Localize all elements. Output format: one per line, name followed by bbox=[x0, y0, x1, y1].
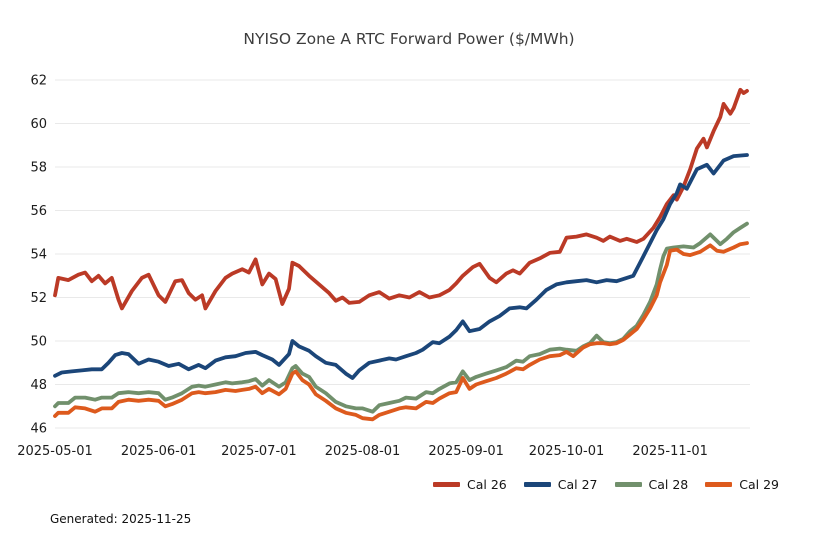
x-tick-label: 2025-08-01 bbox=[325, 444, 401, 459]
x-tick-label: 2025-11-01 bbox=[632, 444, 708, 459]
legend-swatch bbox=[614, 482, 642, 487]
legend-swatch bbox=[433, 482, 460, 487]
legend-swatch bbox=[523, 482, 551, 487]
legend-label: Cal 28 bbox=[648, 477, 689, 492]
series-line-cal-27 bbox=[53, 153, 749, 380]
y-tick-label: 54 bbox=[30, 248, 47, 263]
x-tick-label: 2025-05-01 bbox=[17, 444, 93, 459]
x-tick-label: 2025-10-01 bbox=[529, 444, 605, 459]
y-tick-label: 56 bbox=[30, 204, 47, 219]
series-line-cal-26 bbox=[53, 87, 749, 311]
legend-item-cal-29: Cal 29 bbox=[705, 477, 779, 492]
y-tick-label: 52 bbox=[30, 291, 47, 306]
series-line-cal-28 bbox=[53, 221, 749, 414]
y-tick-label: 58 bbox=[30, 161, 47, 176]
y-tick-label: 62 bbox=[30, 74, 47, 89]
y-tick-label: 46 bbox=[30, 422, 47, 437]
legend-label: Cal 29 bbox=[739, 477, 779, 492]
x-tick-label: 2025-06-01 bbox=[121, 444, 197, 459]
y-tick-label: 48 bbox=[30, 378, 47, 393]
legend-swatch bbox=[705, 482, 733, 487]
legend-item-cal-27: Cal 27 bbox=[523, 477, 598, 492]
chart-title: NYISO Zone A RTC Forward Power ($/MWh) bbox=[243, 30, 575, 48]
legend-label: Cal 27 bbox=[557, 477, 598, 492]
y-tick-label: 60 bbox=[30, 117, 47, 132]
series-line-cal-29 bbox=[53, 241, 749, 422]
generated-date-label: Generated: 2025-11-25 bbox=[50, 512, 192, 526]
legend-label: Cal 26 bbox=[467, 477, 507, 492]
x-tick-label: 2025-07-01 bbox=[221, 444, 297, 459]
x-tick-label: 2025-09-01 bbox=[428, 444, 504, 459]
legend: Cal 26 Cal 27 Cal 28 Cal 29 bbox=[433, 477, 779, 492]
y-tick-label: 50 bbox=[30, 335, 47, 350]
legend-item-cal-26: Cal 26 bbox=[433, 477, 507, 492]
legend-item-cal-28: Cal 28 bbox=[614, 477, 689, 492]
